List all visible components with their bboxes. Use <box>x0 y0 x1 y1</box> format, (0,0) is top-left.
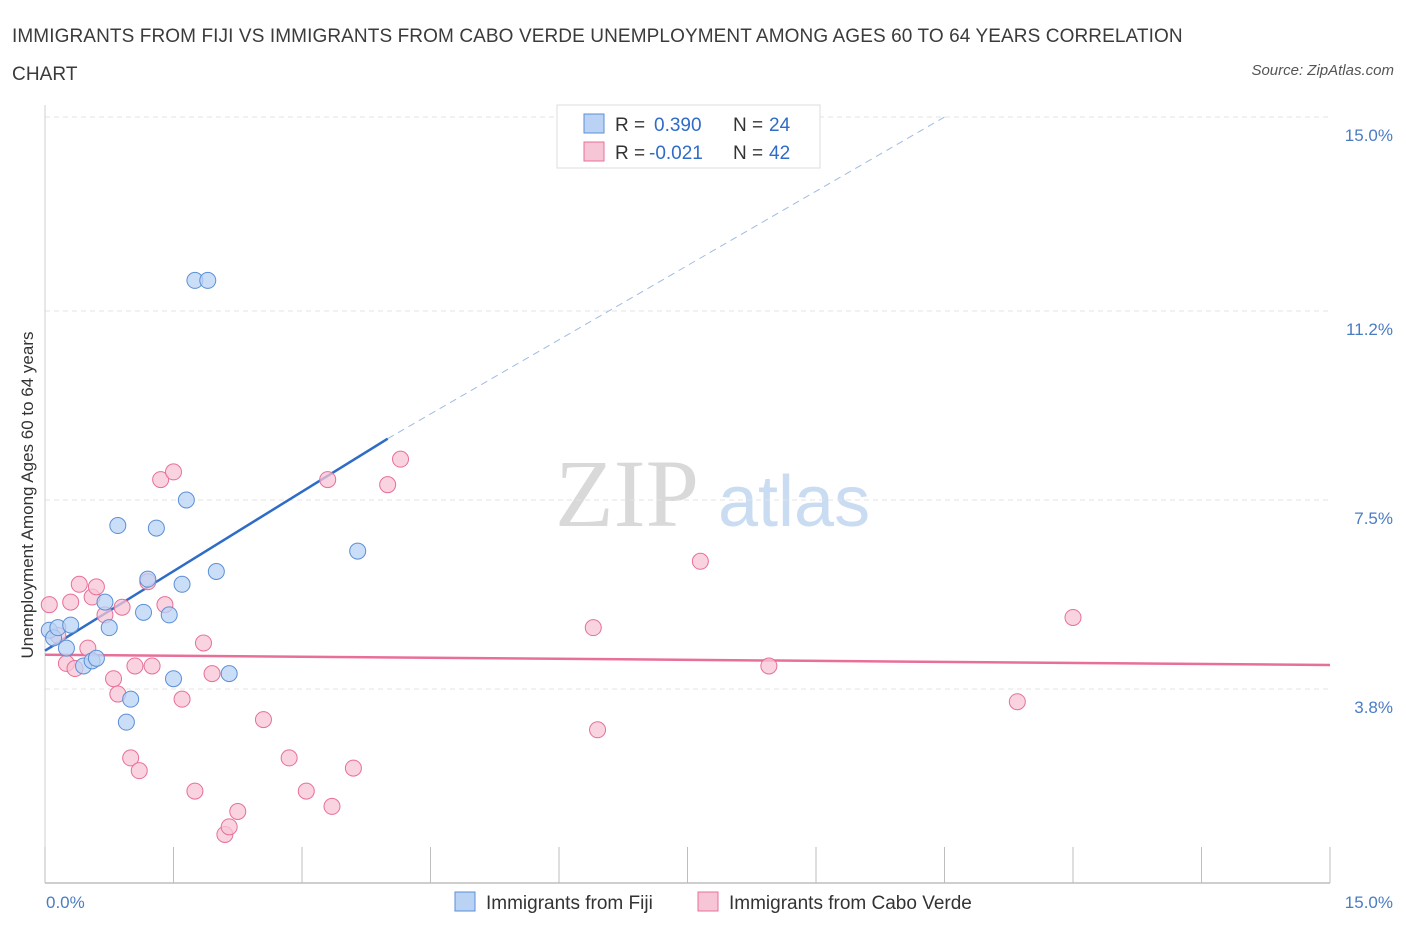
cabo-point <box>152 471 170 489</box>
source-label: Source: ZipAtlas.com <box>1251 62 1394 79</box>
cabo-point <box>194 634 212 652</box>
legend-r-value-fiji: 0.390 <box>654 115 702 136</box>
watermark-atlas: atlas <box>718 462 870 542</box>
cabo-point <box>173 690 191 708</box>
y-tick-label: 3.8% <box>1354 698 1393 717</box>
fiji-point <box>165 670 182 688</box>
legend-r-label-cabo: R = <box>615 143 645 164</box>
axes <box>44 105 1331 884</box>
fiji-point <box>139 570 157 588</box>
legend-n-label-fiji: N = <box>733 115 763 136</box>
y-tick-label: 15.0% <box>1345 126 1393 145</box>
gridlines <box>45 116 1330 690</box>
cabo-point <box>165 463 182 481</box>
fiji-point <box>117 713 135 731</box>
data-points <box>40 271 1082 843</box>
fiji-point <box>160 606 178 624</box>
watermark-zip: ZIP <box>555 440 699 547</box>
x-tick-label-max: 15.0% <box>1345 893 1393 912</box>
fiji-point <box>96 593 114 611</box>
y-axis-label: Unemployment Among Ages 60 to 64 years <box>18 332 37 659</box>
fiji-point <box>220 665 238 683</box>
fiji-point <box>147 519 165 537</box>
bottom-legend-label-cabo: Immigrants from Cabo Verde <box>729 893 972 914</box>
tick-labels: 3.8% 7.5% 11.2% 15.0% 0.0% 15.0% <box>46 126 1393 912</box>
legend-swatch-fiji <box>583 113 605 134</box>
legend-swatch-cabo <box>583 141 605 162</box>
bottom-legend-swatch-fiji <box>454 891 476 912</box>
cabo-point <box>203 665 221 683</box>
fiji-point <box>173 575 191 593</box>
cabo-point <box>70 575 88 593</box>
fiji-point <box>122 690 140 708</box>
legend-r-value-cabo: -0.021 <box>649 143 703 164</box>
fiji-point <box>100 619 118 637</box>
cabo-point <box>40 596 58 614</box>
cabo-point <box>1008 693 1026 711</box>
fiji-point <box>109 517 127 535</box>
legend-n-label-cabo: N = <box>733 143 763 164</box>
legend-n-value-fiji: 24 <box>769 115 791 136</box>
cabo-point <box>344 759 362 777</box>
cabo-point <box>62 593 80 611</box>
bottom-legend-swatch-cabo <box>697 891 719 912</box>
cabo-point <box>220 818 238 836</box>
cabo-point <box>760 657 778 675</box>
cabo-point <box>589 721 607 739</box>
legend-r-label-fiji: R = <box>615 115 645 136</box>
cabo-point <box>105 670 123 688</box>
fiji-point <box>57 639 75 657</box>
cabo-point <box>130 762 148 780</box>
cabo-point <box>113 598 131 616</box>
cabo-trend-line <box>44 653 1331 667</box>
cabo-point <box>122 749 140 767</box>
cabo-point <box>254 711 272 729</box>
fiji-trend-line <box>44 437 389 652</box>
fiji-point <box>62 616 80 634</box>
cabo-point <box>87 578 105 596</box>
cabo-point <box>280 749 298 767</box>
cabo-point <box>691 552 709 570</box>
bottom-legend-label-fiji: Immigrants from Fiji <box>486 893 653 914</box>
legend-n-value-cabo: 42 <box>769 143 790 164</box>
cabo-point <box>319 471 337 489</box>
cabo-point <box>186 782 204 800</box>
correlation-legend: R = 0.390 N = 24 R = -0.021 N = 42 <box>556 104 821 169</box>
fiji-point <box>199 271 217 289</box>
y-tick-label: 7.5% <box>1354 509 1393 528</box>
cabo-point <box>392 450 410 468</box>
fiji-point <box>207 562 225 580</box>
cabo-point <box>143 657 161 675</box>
cabo-point <box>1064 608 1082 626</box>
x-tick-label-min: 0.0% <box>46 893 85 912</box>
chart-title: IMMIGRANTS FROM FIJI VS IMMIGRANTS FROM … <box>12 26 1183 85</box>
cabo-point <box>584 619 602 637</box>
cabo-point <box>229 803 247 821</box>
fiji-point <box>177 491 195 509</box>
y-tick-label: 11.2% <box>1346 320 1393 339</box>
series-legend: Immigrants from Fiji Immigrants from Cab… <box>454 891 972 914</box>
cabo-point <box>297 782 315 800</box>
fiji-point <box>349 542 367 560</box>
fiji-point <box>135 603 153 621</box>
trend-lines <box>44 116 1331 667</box>
cabo-point <box>379 476 397 494</box>
fiji-point <box>87 649 105 667</box>
cabo-point <box>126 657 144 675</box>
cabo-point <box>323 797 341 815</box>
